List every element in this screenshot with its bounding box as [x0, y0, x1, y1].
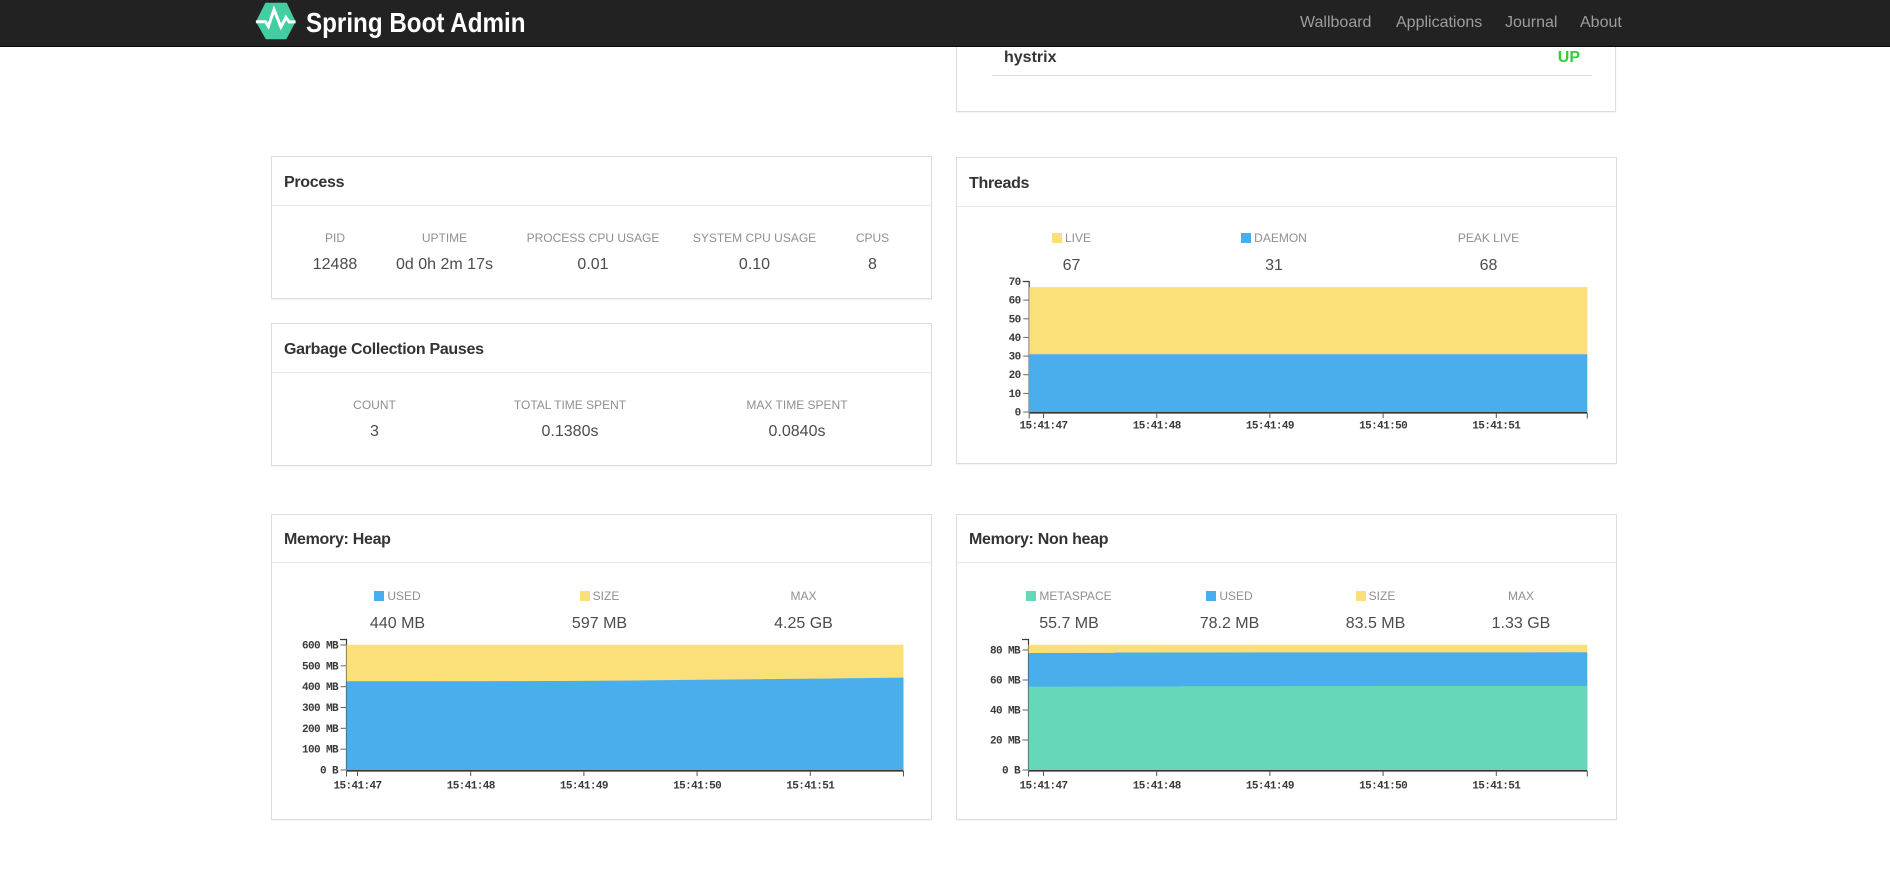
svg-text:300 MB: 300 MB — [302, 703, 339, 715]
svg-text:200 MB: 200 MB — [302, 724, 339, 736]
svg-text:40 MB: 40 MB — [990, 706, 1021, 718]
svg-text:15:41:51: 15:41:51 — [1472, 421, 1521, 433]
svg-text:15:41:51: 15:41:51 — [1472, 781, 1521, 793]
svg-text:15:41:51: 15:41:51 — [786, 781, 835, 793]
svg-text:0 B: 0 B — [1002, 766, 1021, 778]
svg-text:600 MB: 600 MB — [302, 641, 339, 653]
svg-text:15:41:50: 15:41:50 — [673, 781, 721, 793]
svg-text:60 MB: 60 MB — [990, 676, 1021, 688]
svg-text:50: 50 — [1009, 314, 1021, 326]
svg-text:60: 60 — [1009, 296, 1021, 308]
svg-text:400 MB: 400 MB — [302, 682, 339, 694]
svg-text:80 MB: 80 MB — [990, 646, 1021, 658]
svg-text:15:41:49: 15:41:49 — [1246, 781, 1294, 793]
svg-text:30: 30 — [1009, 352, 1021, 364]
svg-text:15:41:47: 15:41:47 — [1019, 781, 1067, 793]
svg-text:70: 70 — [1009, 277, 1021, 289]
svg-text:0 B: 0 B — [320, 766, 339, 778]
svg-text:15:41:47: 15:41:47 — [1019, 421, 1067, 433]
svg-text:15:41:49: 15:41:49 — [560, 781, 608, 793]
svg-text:20: 20 — [1009, 370, 1021, 382]
svg-text:40: 40 — [1009, 333, 1021, 345]
svg-text:10: 10 — [1009, 389, 1021, 401]
svg-text:20 MB: 20 MB — [990, 736, 1021, 748]
svg-text:15:41:48: 15:41:48 — [447, 781, 496, 793]
svg-text:500 MB: 500 MB — [302, 661, 339, 673]
svg-text:15:41:47: 15:41:47 — [333, 781, 381, 793]
svg-text:15:41:48: 15:41:48 — [1133, 421, 1182, 433]
svg-text:100 MB: 100 MB — [302, 745, 339, 757]
svg-text:15:41:48: 15:41:48 — [1133, 781, 1182, 793]
svg-text:15:41:49: 15:41:49 — [1246, 421, 1294, 433]
svg-text:15:41:50: 15:41:50 — [1359, 781, 1407, 793]
svg-text:0: 0 — [1015, 408, 1021, 420]
svg-text:15:41:50: 15:41:50 — [1359, 421, 1407, 433]
